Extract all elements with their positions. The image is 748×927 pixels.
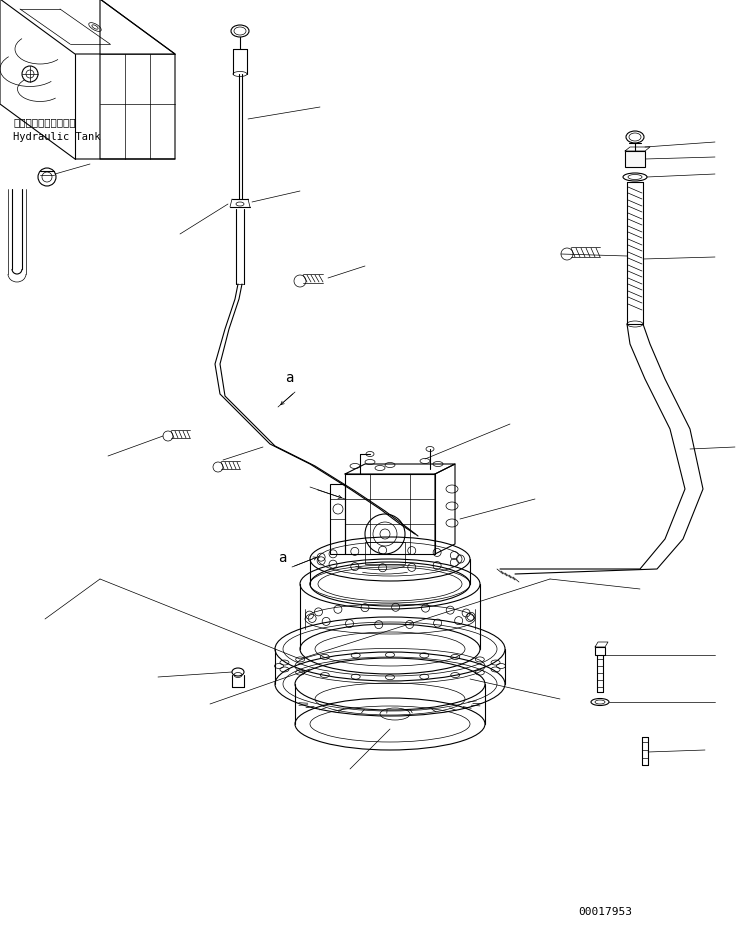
Text: a: a xyxy=(278,551,286,565)
Bar xyxy=(625,152,645,168)
Text: ハイドロリックタンク: ハイドロリックタンク xyxy=(13,117,76,127)
Bar xyxy=(595,647,605,655)
Bar xyxy=(365,542,405,565)
Text: Hydraulic Tank: Hydraulic Tank xyxy=(13,132,100,142)
Text: a: a xyxy=(285,371,293,385)
Text: 00017953: 00017953 xyxy=(578,906,632,916)
Bar xyxy=(330,485,345,554)
